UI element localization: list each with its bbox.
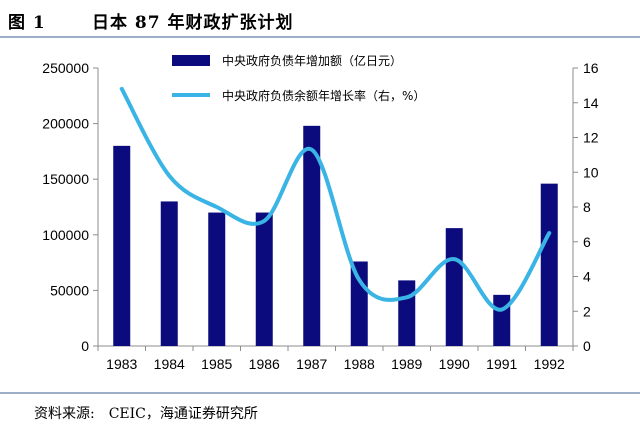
right-tick-label: 2 [583,303,591,319]
left-tick-label: 250000 [42,60,89,76]
right-tick-label: 4 [583,269,591,285]
growth-rate-line [119,86,552,312]
x-tick-label: 1985 [201,356,232,372]
x-tick-label: 1984 [154,356,185,372]
left-tick-label: 150000 [42,171,89,187]
figure-header: 图 1 日本 87 年财政扩张计划 [0,0,640,38]
bar [113,145,131,346]
bar [350,261,368,346]
x-tick-label: 1987 [296,356,327,372]
bar [398,280,416,346]
figure-title: 日本 87 年财政扩张计划 [92,13,294,33]
bar [303,125,321,346]
legend-label-bar: 中央政府负债年增加额（亿日元） [222,53,402,68]
legend-swatch-bar [172,55,210,66]
legend-label-line: 中央政府负债余额年增长率（右，%） [222,88,425,103]
x-tick-label: 1992 [534,356,565,372]
source-note: 资料来源: CEIC，海通证券研究所 [34,406,258,422]
figure-label: 图 1 [8,13,46,33]
bar [493,294,511,346]
bar [445,228,463,346]
right-tick-label: 6 [583,234,591,250]
right-tick-label: 0 [583,338,591,354]
left-tick-label: 0 [81,338,89,354]
right-tick-label: 16 [583,60,599,76]
x-tick-label: 1991 [486,356,517,372]
right-tick-label: 12 [583,130,599,146]
left-tick-label: 50000 [50,282,89,298]
left-tick-label: 100000 [42,227,89,243]
x-tick-label: 1983 [106,356,137,372]
right-tick-label: 14 [583,95,599,111]
figure-footer: 资料来源: CEIC，海通证券研究所 [0,392,640,430]
bar [160,201,178,346]
bar [208,212,226,346]
x-tick-label: 1988 [344,356,375,372]
bar [540,183,558,346]
chart: 0 50000 100000 150000 200000 250000 0 2 4 6 8 10 12 1… [42,53,599,372]
bar [255,212,273,346]
x-tick-label: 1990 [439,356,470,372]
x-tick-label: 1989 [391,356,422,372]
right-tick-label: 8 [583,199,591,215]
right-tick-label: 10 [583,164,599,180]
left-tick-label: 200000 [42,116,89,132]
x-tick-label: 1986 [249,356,280,372]
